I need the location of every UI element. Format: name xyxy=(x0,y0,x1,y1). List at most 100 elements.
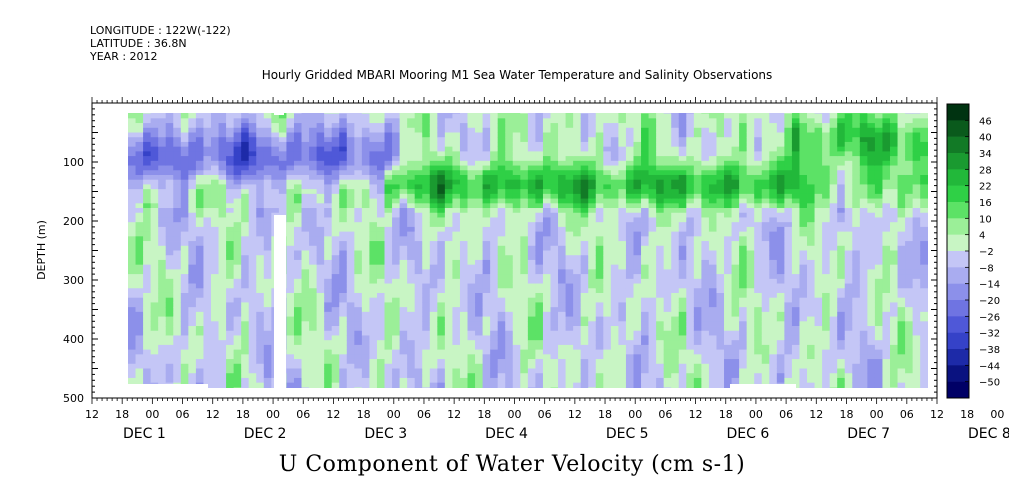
contour-cell xyxy=(625,231,634,237)
contour-cell xyxy=(301,283,310,289)
contour-cell xyxy=(656,151,665,157)
contour-cell xyxy=(361,189,370,195)
contour-cell xyxy=(376,231,385,237)
contour-cell xyxy=(233,354,242,360)
contour-cell xyxy=(399,354,408,360)
contour-cell xyxy=(354,335,363,341)
contour-cell xyxy=(135,222,144,228)
contour-cell xyxy=(580,292,589,299)
contour-cell xyxy=(369,217,378,223)
contour-cell xyxy=(241,226,250,233)
contour-cell xyxy=(512,212,521,218)
contour-cell xyxy=(512,264,521,270)
contour-cell xyxy=(520,264,529,270)
contour-cell xyxy=(686,231,695,237)
contour-cell xyxy=(731,170,740,176)
contour-cell xyxy=(414,274,423,280)
contour-cell xyxy=(678,344,687,351)
contour-cell xyxy=(724,359,732,365)
contour-cell xyxy=(475,311,483,317)
contour-cell xyxy=(263,302,272,308)
contour-cell xyxy=(573,373,582,379)
contour-cell xyxy=(309,226,318,233)
contour-cell xyxy=(754,127,763,133)
contour-cell xyxy=(173,377,182,384)
contour-cell xyxy=(384,184,393,190)
contour-cell xyxy=(316,292,325,299)
contour-cell xyxy=(150,245,159,251)
contour-cell xyxy=(595,311,604,317)
contour-cell xyxy=(135,344,144,351)
contour-cell xyxy=(475,283,483,289)
contour-cell xyxy=(376,297,385,303)
contour-cell xyxy=(542,174,551,181)
contour-cell xyxy=(135,123,144,129)
contour-cell xyxy=(716,316,725,322)
contour-cell xyxy=(354,307,363,313)
contour-cell xyxy=(339,335,348,341)
contour-cell xyxy=(143,269,152,275)
contour-cell xyxy=(392,208,400,214)
contour-cell xyxy=(520,226,529,233)
contour-cell xyxy=(158,321,167,327)
contour-cell xyxy=(399,222,408,228)
contour-cell xyxy=(535,222,544,228)
contour-cell xyxy=(188,368,197,374)
contour-cell xyxy=(497,203,506,209)
contour-cell xyxy=(603,316,612,322)
contour-cell xyxy=(648,255,657,261)
contour-cell xyxy=(309,335,318,341)
contour-cell xyxy=(422,297,431,303)
contour-cell xyxy=(633,179,642,185)
contour-cell xyxy=(648,170,657,176)
contour-cell xyxy=(595,212,604,218)
contour-cell xyxy=(603,363,612,369)
contour-cell xyxy=(331,193,340,199)
contour-cell xyxy=(354,118,363,124)
contour-cell xyxy=(580,179,589,185)
contour-cell xyxy=(535,340,544,346)
contour-cell xyxy=(422,151,431,157)
contour-cell xyxy=(671,316,680,322)
contour-cell xyxy=(716,146,725,152)
contour-cell xyxy=(180,297,189,303)
contour-cell xyxy=(173,250,182,256)
contour-cell xyxy=(203,132,212,138)
contour-cell xyxy=(210,217,219,223)
contour-cell xyxy=(392,137,400,143)
contour-cell xyxy=(475,193,483,199)
contour-cell xyxy=(490,349,499,355)
contour-cell xyxy=(248,241,257,247)
contour-cell xyxy=(459,113,468,119)
contour-cell xyxy=(656,137,665,143)
contour-cell xyxy=(467,151,476,157)
contour-cell xyxy=(271,193,280,199)
contour-cell xyxy=(226,146,235,152)
contour-cell xyxy=(482,344,491,351)
contour-cell xyxy=(527,217,536,223)
contour-cell xyxy=(716,368,725,374)
contour-cell xyxy=(188,141,197,148)
contour-cell xyxy=(542,321,551,327)
contour-cell xyxy=(384,255,393,261)
contour-cell xyxy=(339,222,348,228)
contour-cell xyxy=(633,236,642,242)
contour-cell xyxy=(452,226,461,233)
contour-cell xyxy=(188,113,197,119)
contour-cell xyxy=(361,170,370,176)
contour-cell xyxy=(663,170,672,176)
contour-cell xyxy=(520,340,529,346)
contour-cell xyxy=(248,382,257,388)
contour-cell xyxy=(422,354,431,360)
contour-cell xyxy=(648,236,657,242)
contour-cell xyxy=(241,354,250,360)
contour-cell xyxy=(392,359,400,365)
contour-cell xyxy=(467,288,476,294)
contour-cell xyxy=(392,203,400,209)
contour-cell xyxy=(150,283,159,289)
contour-cell xyxy=(361,349,370,355)
contour-cell xyxy=(165,127,174,133)
contour-cell xyxy=(452,269,461,275)
contour-cell xyxy=(444,330,453,336)
contour-cell xyxy=(188,146,197,152)
